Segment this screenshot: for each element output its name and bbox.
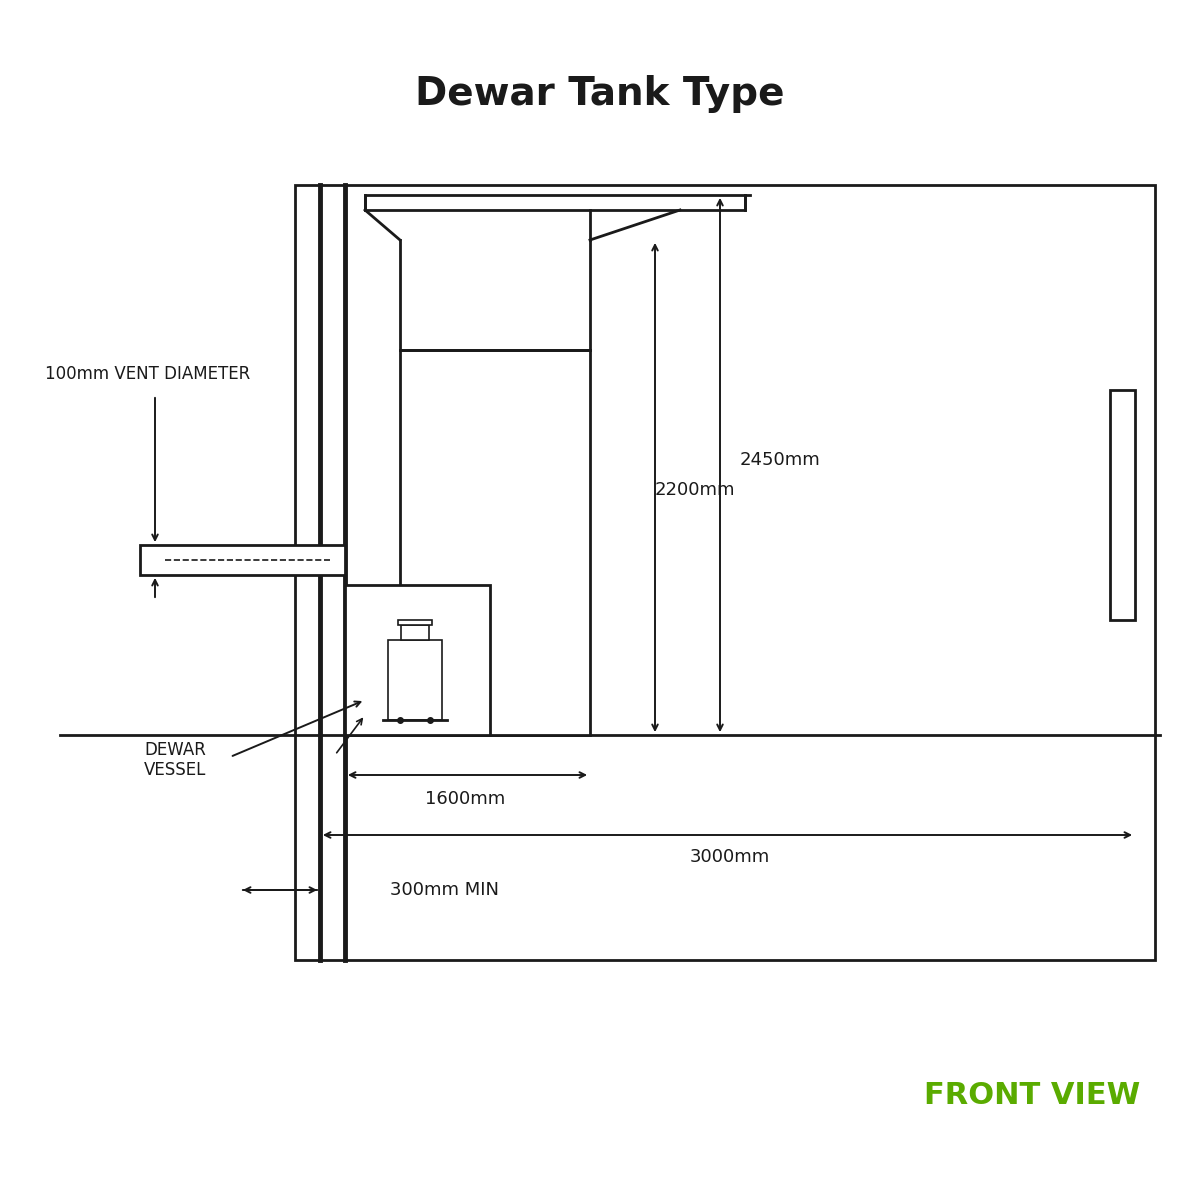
Bar — [365, 194, 745, 210]
Text: 3000mm: 3000mm — [690, 848, 770, 866]
Bar — [346, 584, 490, 734]
Text: 2450mm: 2450mm — [740, 451, 821, 469]
Text: FRONT VIEW: FRONT VIEW — [924, 1080, 1140, 1110]
Bar — [140, 545, 346, 575]
Text: 2200mm: 2200mm — [655, 481, 736, 499]
Text: DEWAR
VESSEL: DEWAR VESSEL — [144, 740, 206, 780]
Bar — [401, 625, 430, 640]
Text: 100mm VENT DIAMETER: 100mm VENT DIAMETER — [46, 365, 251, 383]
Bar — [388, 640, 442, 720]
Bar — [398, 620, 432, 625]
Text: Dewar Tank Type: Dewar Tank Type — [415, 74, 785, 113]
Text: 300mm MIN: 300mm MIN — [390, 881, 499, 899]
Text: 1600mm: 1600mm — [425, 790, 505, 808]
Bar — [400, 350, 590, 734]
Bar — [1110, 390, 1135, 620]
Bar — [295, 185, 1154, 960]
